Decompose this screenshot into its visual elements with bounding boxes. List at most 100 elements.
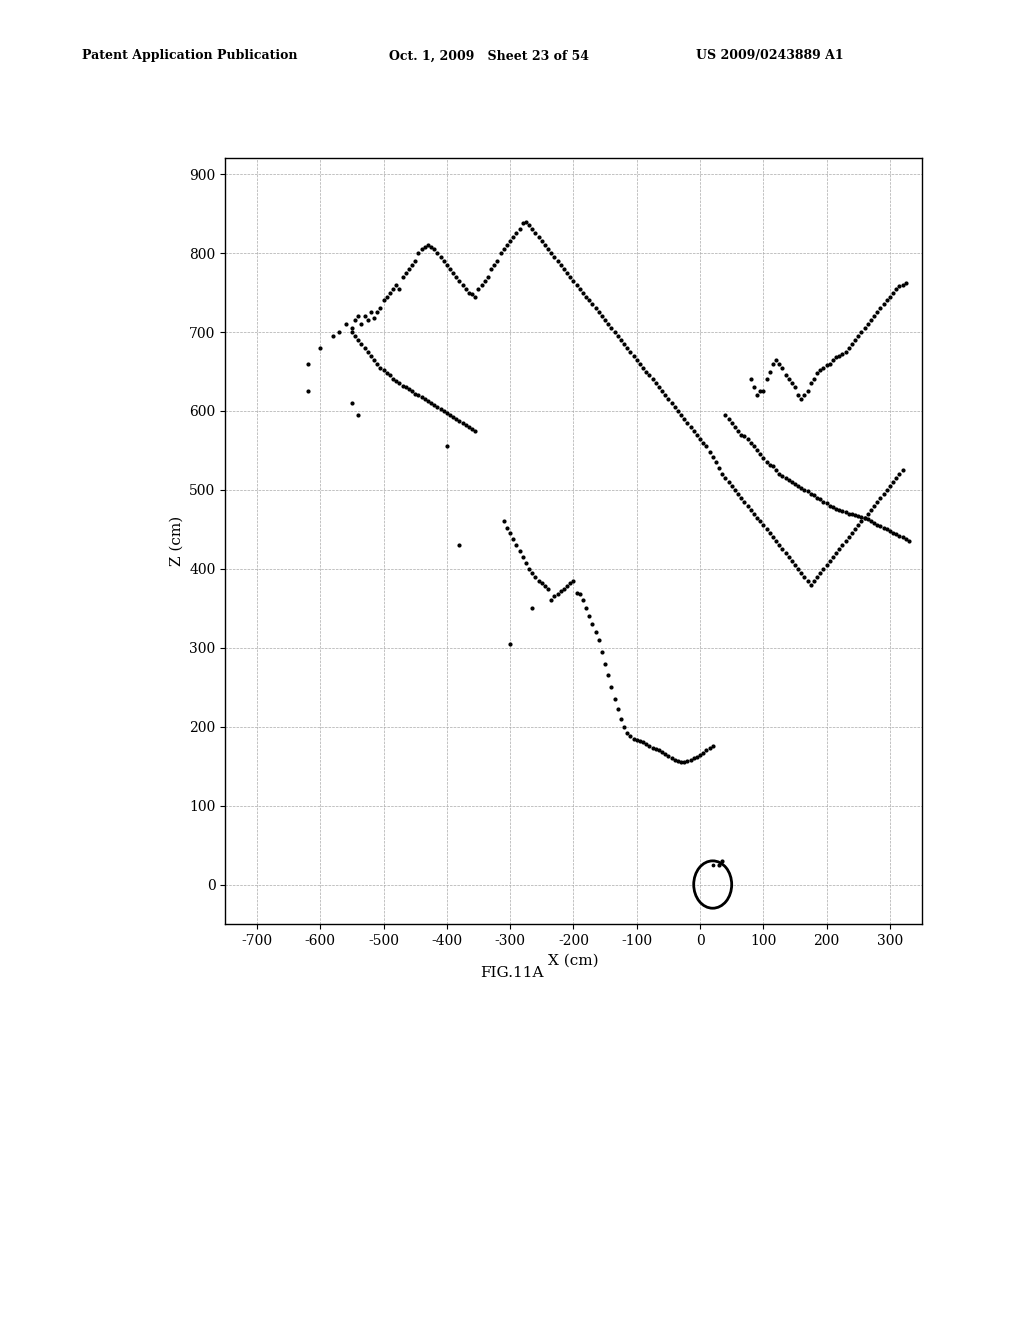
Point — [499, 517, 515, 539]
Point — [780, 470, 797, 491]
Point — [762, 360, 778, 381]
Point — [806, 570, 822, 591]
Point — [844, 334, 860, 355]
Point — [667, 750, 683, 771]
Point — [546, 247, 562, 268]
Point — [400, 379, 417, 400]
Point — [403, 255, 420, 276]
Point — [733, 424, 750, 445]
Point — [362, 345, 379, 366]
Point — [347, 310, 364, 331]
Point — [759, 368, 775, 389]
Point — [641, 364, 657, 385]
Point — [742, 432, 759, 453]
Point — [664, 392, 680, 413]
Point — [844, 523, 860, 544]
Point — [727, 416, 743, 437]
Point — [420, 235, 436, 256]
Point — [730, 420, 746, 441]
Point — [831, 345, 848, 366]
Point — [815, 558, 831, 579]
Point — [559, 576, 575, 597]
Point — [524, 598, 541, 619]
Point — [394, 375, 411, 396]
Point — [344, 392, 360, 413]
Point — [603, 318, 620, 339]
Point — [568, 582, 585, 603]
Point — [356, 306, 373, 327]
Point — [762, 454, 778, 475]
Point — [312, 338, 329, 359]
Point — [774, 356, 791, 378]
Point — [853, 506, 869, 527]
Point — [543, 243, 559, 264]
Point — [759, 451, 775, 473]
Point — [521, 215, 538, 236]
Point — [869, 491, 886, 512]
Point — [786, 376, 803, 397]
Point — [891, 463, 907, 484]
Point — [856, 318, 872, 339]
Point — [597, 653, 613, 675]
Point — [768, 459, 784, 480]
Point — [711, 854, 727, 875]
Point — [445, 407, 462, 428]
Point — [818, 492, 835, 513]
Point — [888, 279, 904, 300]
Point — [894, 527, 910, 548]
Point — [745, 503, 762, 524]
Point — [420, 391, 436, 412]
Point — [344, 318, 360, 339]
Point — [768, 348, 784, 370]
Point — [537, 576, 553, 597]
Point — [359, 341, 376, 362]
Point — [786, 554, 803, 576]
Point — [876, 294, 892, 315]
Point — [594, 642, 610, 663]
Point — [600, 665, 616, 686]
Point — [565, 570, 582, 591]
Point — [869, 513, 886, 535]
Point — [863, 310, 880, 331]
Point — [581, 290, 597, 312]
Point — [606, 689, 623, 710]
Point — [898, 528, 914, 549]
Point — [831, 539, 848, 560]
Point — [859, 503, 876, 524]
Point — [869, 302, 886, 323]
Point — [369, 302, 385, 323]
Point — [609, 326, 626, 347]
Point — [632, 730, 648, 751]
Point — [720, 471, 736, 492]
Point — [777, 364, 794, 385]
Point — [403, 380, 420, 401]
Point — [888, 524, 904, 545]
Point — [638, 734, 654, 755]
Point — [838, 531, 854, 552]
Point — [891, 525, 907, 546]
Point — [502, 231, 518, 252]
Point — [797, 566, 813, 587]
Point — [414, 239, 430, 260]
Point — [585, 614, 601, 635]
Point — [824, 496, 841, 517]
Point — [518, 211, 535, 232]
Point — [759, 519, 775, 540]
Point — [585, 294, 601, 315]
Point — [774, 539, 791, 560]
Point — [524, 562, 541, 583]
Point — [872, 487, 889, 508]
Point — [812, 488, 828, 510]
Point — [654, 380, 671, 401]
Point — [445, 263, 462, 284]
Point — [885, 521, 901, 543]
Point — [609, 698, 626, 719]
Point — [432, 399, 449, 420]
Point — [866, 495, 883, 516]
Point — [591, 302, 607, 323]
Point — [689, 746, 706, 767]
Point — [476, 271, 493, 292]
Point — [717, 467, 733, 488]
Point — [411, 384, 427, 405]
Point — [632, 352, 648, 374]
